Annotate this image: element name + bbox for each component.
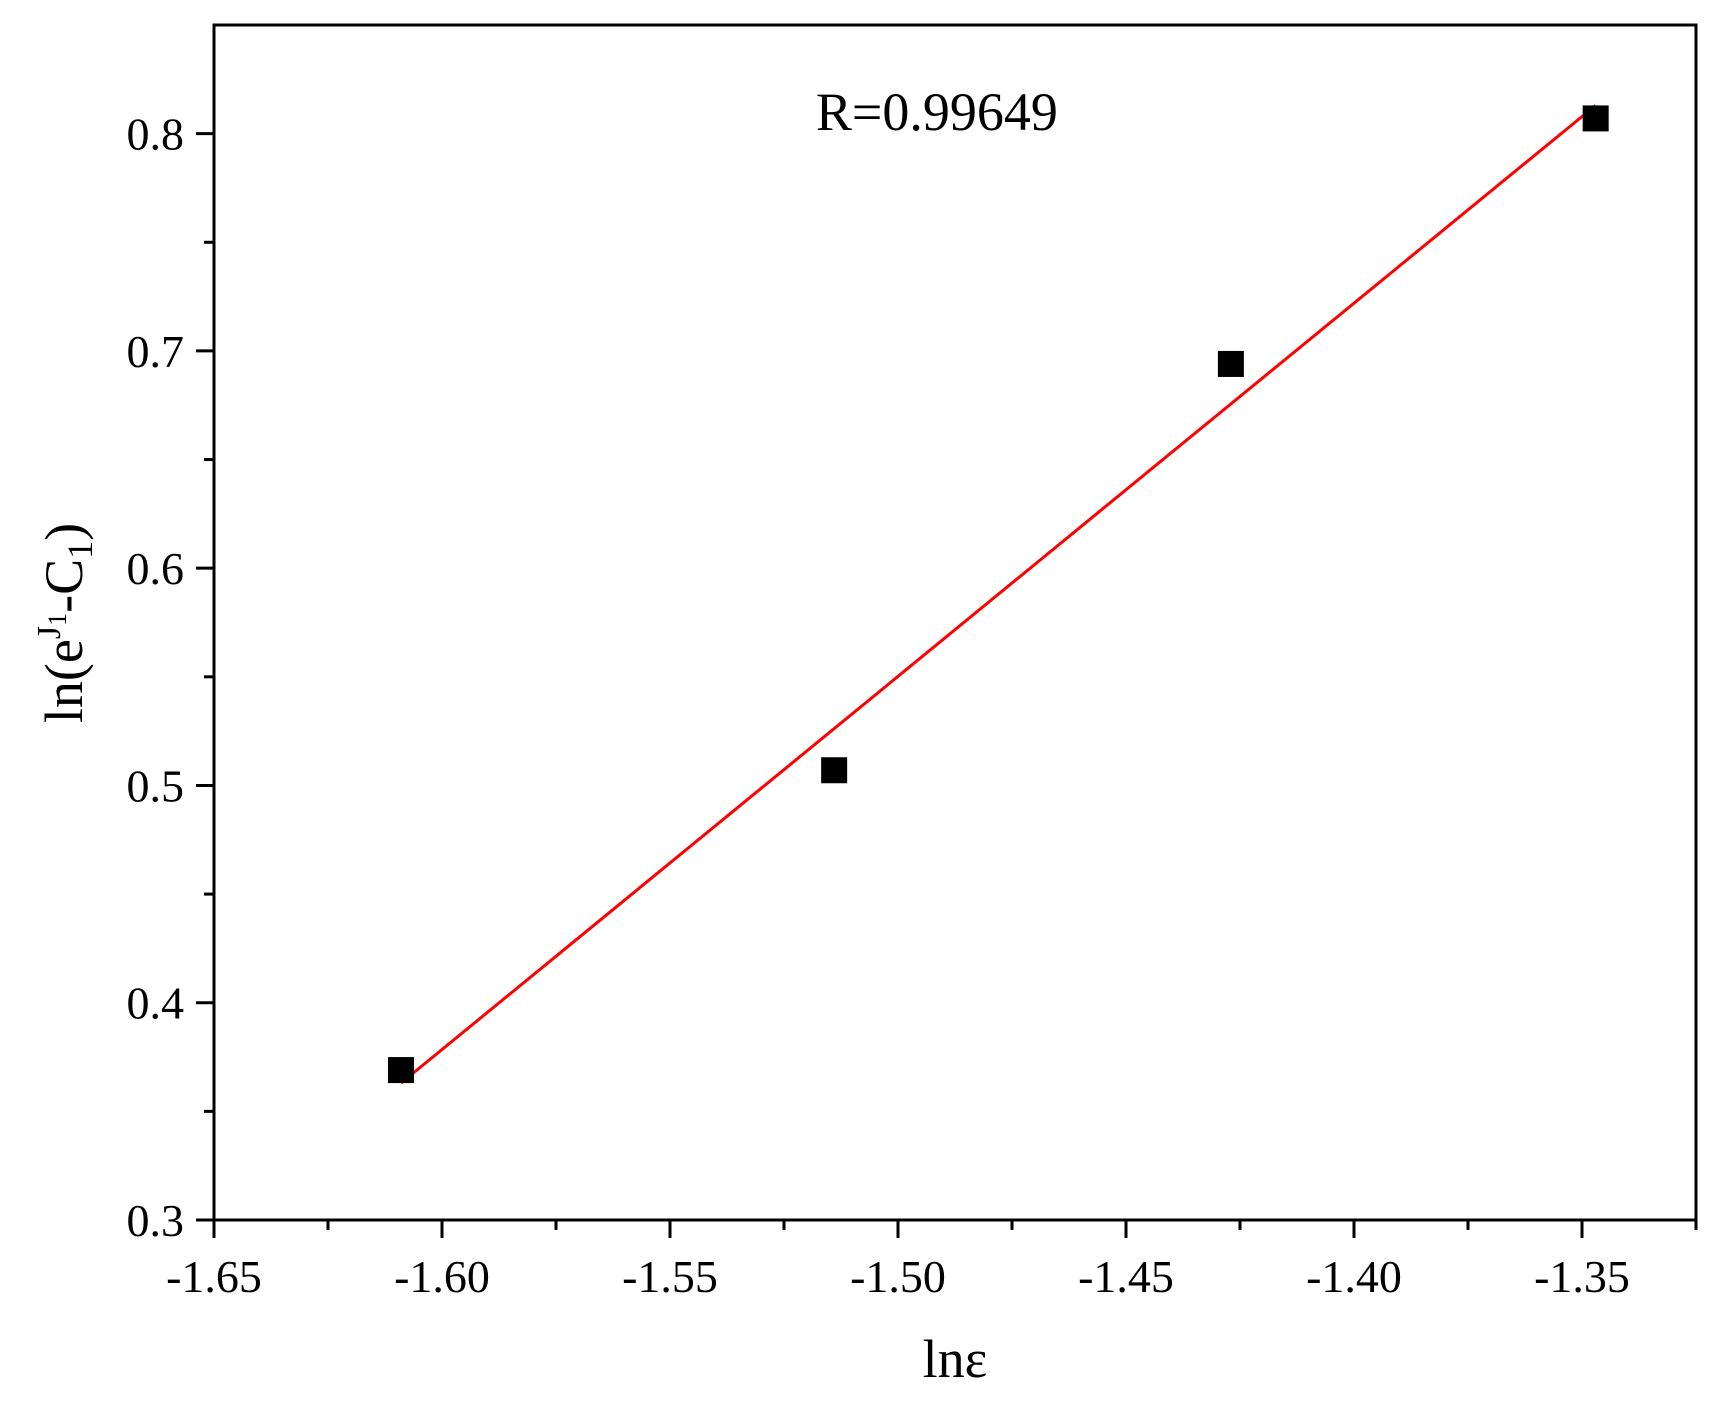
x-tick-label: -1.45 [1078,1251,1174,1302]
data-point [821,757,848,784]
r-value-annotation: R=0.99649 [816,82,1058,142]
y-tick-label: 0.8 [127,109,185,160]
x-axis-title: lnε [923,1329,988,1389]
y-tick-label: 0.3 [127,1195,185,1246]
data-points-layer [387,105,1609,1084]
y-tick-label: 0.7 [127,326,185,377]
x-tick-label: -1.65 [166,1251,262,1302]
x-tick-label: -1.60 [394,1251,490,1302]
x-tick-label: -1.50 [850,1251,946,1302]
data-point [1582,105,1609,132]
y-axis-title-subscript: 1 [60,541,100,559]
y-axis-title-suffix: ) [34,523,94,541]
data-point [1217,350,1244,377]
fit-line-layer [400,104,1597,1085]
y-axis-title-group: ln(eJ1-C1) [31,523,100,723]
y-axis-ticks: 0.3 0.4 0.5 0.6 0.7 0.8 [127,109,214,1246]
x-tick-label: -1.35 [1534,1251,1630,1302]
y-axis-title-superscript-sub: 1 [43,613,72,626]
plot-frame [212,23,1698,1222]
x-tick-label: -1.55 [622,1251,718,1302]
y-tick-label: 0.5 [127,760,185,811]
y-tick-label: 0.6 [127,543,185,594]
x-axis-ticks: -1.65 -1.60 -1.55 -1.50 -1.45 -1.40 -1.35 [166,1220,1698,1302]
y-tick-label: 0.4 [127,978,185,1029]
x-tick-label: -1.40 [1306,1251,1402,1302]
annotation-layer: R=0.99649 [816,82,1058,142]
y-axis-title-middle: -C [34,559,94,613]
fit-line [400,104,1597,1085]
y-axis-title: ln(eJ1-C1) [31,523,100,723]
data-point [387,1057,414,1084]
y-axis-title-superscript: J [31,626,68,639]
y-axis-title-prefix: ln(e [34,639,94,723]
